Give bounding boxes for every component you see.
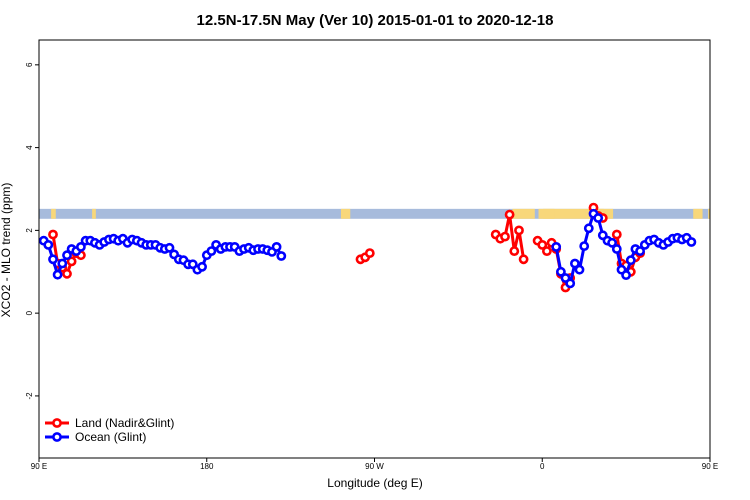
data-point xyxy=(556,266,566,277)
data-point xyxy=(62,250,72,261)
y-axis: -2 0 2 4 6 xyxy=(25,62,39,399)
legend-label: Land (Nadir&Glint) xyxy=(75,416,174,430)
x-tick-label: 90 E xyxy=(702,462,718,471)
land-segment xyxy=(92,208,96,219)
y-tick-label: 4 xyxy=(25,145,34,150)
data-point xyxy=(611,244,622,254)
land-segment xyxy=(543,208,555,219)
land-segment xyxy=(512,208,535,219)
land-segment xyxy=(708,208,710,219)
data-point xyxy=(509,246,520,256)
x-axis-label: Longitude (deg E) xyxy=(327,476,422,490)
x-tick-label: 0 xyxy=(540,462,545,471)
y-tick-label: 0 xyxy=(25,310,34,315)
land-segment xyxy=(340,208,351,219)
data-point xyxy=(500,231,510,242)
data-point xyxy=(504,209,515,220)
data-point xyxy=(514,225,524,236)
data-point xyxy=(551,241,562,252)
y-tick-label: 6 xyxy=(25,62,34,67)
land-segment xyxy=(693,208,703,219)
data-point xyxy=(593,213,604,223)
y-tick-label: -2 xyxy=(25,392,34,400)
data-point xyxy=(43,239,54,250)
data-point xyxy=(542,246,552,256)
data-point xyxy=(271,241,282,252)
x-tick-label: 180 xyxy=(200,462,214,471)
data-point xyxy=(57,258,68,269)
y-tick-label: 2 xyxy=(25,228,34,233)
legend-label: Ocean (Glint) xyxy=(75,430,146,444)
legend-item: Ocean (Glint) xyxy=(45,430,146,444)
data-point xyxy=(579,241,590,251)
legend-marker xyxy=(52,418,62,428)
data-point xyxy=(625,255,636,266)
data-point xyxy=(66,256,77,267)
x-tick-label: 90 W xyxy=(365,462,384,471)
legend-marker xyxy=(52,432,62,442)
data-point xyxy=(611,229,622,240)
data-point xyxy=(635,246,645,256)
data-point xyxy=(76,241,86,252)
land-ocean-band xyxy=(39,208,710,219)
data-point xyxy=(565,278,576,289)
land-segment xyxy=(51,208,56,219)
data-point xyxy=(197,261,207,272)
data-point xyxy=(570,258,580,269)
ocean-band xyxy=(39,208,710,219)
data-point xyxy=(574,264,585,275)
x-axis: 90 E 180 90 W 0 90 E xyxy=(31,458,718,471)
legend-item: Land (Nadir&Glint) xyxy=(45,416,174,430)
series-layer xyxy=(38,202,697,293)
y-axis-label: XCO2 - MLO trend (ppm) xyxy=(0,183,13,318)
x-tick-label: 90 E xyxy=(31,462,47,471)
data-point xyxy=(621,270,631,280)
plot-frame xyxy=(38,39,711,459)
data-point xyxy=(364,248,375,258)
data-point xyxy=(52,269,63,280)
data-point xyxy=(48,254,58,265)
data-point xyxy=(48,229,58,240)
data-point xyxy=(164,242,175,253)
data-point xyxy=(537,239,548,250)
chart-title: 12.5N-17.5N May (Ver 10) 2015-01-01 to 2… xyxy=(197,12,554,29)
data-point xyxy=(518,254,529,265)
data-point xyxy=(276,251,287,261)
data-point xyxy=(206,246,217,256)
land-segment xyxy=(538,208,614,219)
series-ocean xyxy=(38,208,697,289)
data-point xyxy=(686,237,697,247)
data-point xyxy=(583,223,594,234)
data-point xyxy=(62,268,72,279)
data-point xyxy=(607,237,617,248)
legend: Land (Nadir&Glint)Ocean (Glint) xyxy=(45,416,174,444)
